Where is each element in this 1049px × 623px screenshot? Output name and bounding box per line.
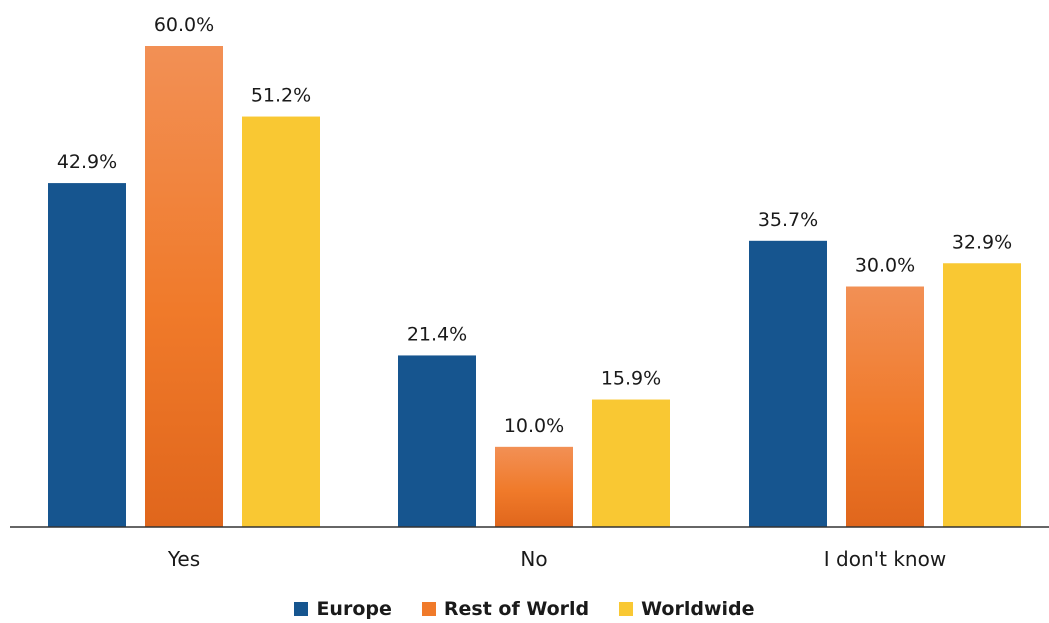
legend-label-rest-of-world: Rest of World [443,598,590,620]
value-label-worldwide-no: 15.9% [601,368,661,390]
legend-item-europe: Europe [294,598,392,620]
bar-europe-no [398,355,476,527]
legend-item-rest-of-world: Rest of World [421,598,590,620]
value-label-europe-no: 21.4% [407,323,467,345]
bar-europe-yes [48,183,126,527]
bar-rest-of-world-no [495,446,573,527]
category-label-yes: Yes [167,547,200,571]
bar-rest-of-world-yes [145,46,223,527]
bar-worldwide-i-don-t-know [943,263,1021,527]
category-label-no: No [520,547,547,571]
value-label-rest-of-world-yes: 60.0% [154,14,214,36]
legend-label-europe: Europe [316,598,392,620]
bar-rest-of-world-i-don-t-know [846,286,924,527]
legend-label-worldwide: Worldwide [641,598,755,620]
bar-worldwide-yes [242,116,320,528]
legend-swatch-europe [294,602,309,616]
value-label-rest-of-world-i-don-t-know: 30.0% [855,255,915,277]
category-label-i-don-t-know: I don't know [824,547,946,571]
value-label-europe-i-don-t-know: 35.7% [758,209,818,231]
value-label-worldwide-yes: 51.2% [251,85,311,107]
bar-europe-i-don-t-know [749,240,827,527]
legend: Europe Rest of World Worldwide [0,595,1049,623]
legend-item-worldwide: Worldwide [619,598,755,620]
bar-worldwide-no [592,399,670,527]
value-label-europe-yes: 42.9% [57,151,117,173]
value-label-worldwide-i-don-t-know: 32.9% [952,231,1012,253]
legend-swatch-worldwide [619,602,634,616]
legend-swatch-rest-of-world [421,602,436,616]
value-label-rest-of-world-no: 10.0% [504,415,564,437]
